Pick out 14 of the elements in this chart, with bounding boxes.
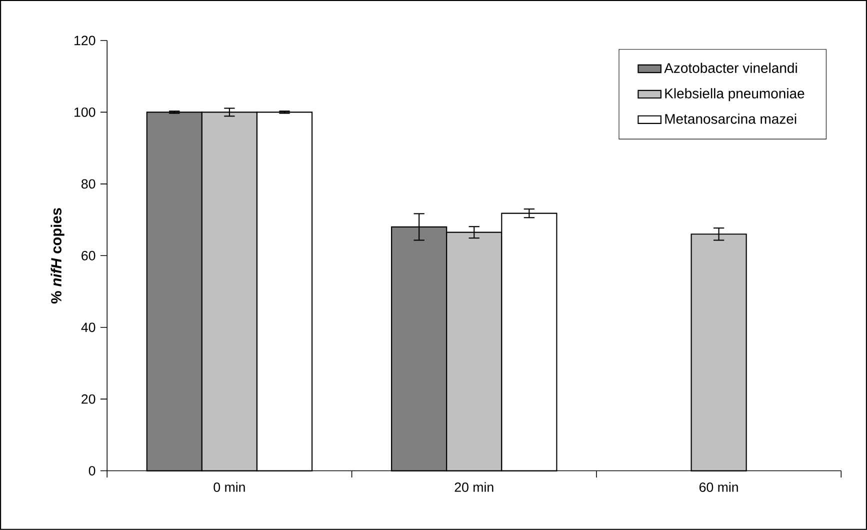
y-tick-label: 40 [81,322,96,332]
x-tick-label: 20 min [454,482,494,492]
y-tick-label: 100 [74,108,96,117]
y-tick-label: 80 [82,179,96,189]
x-tick-label: 60 min [699,482,738,492]
legend-label: Azotobacter vinelandi [664,62,797,73]
legend-label: Klebsiella pneumoniae [665,88,804,102]
y-tick-label: 60 [82,250,96,260]
y-tick-label: 0 [88,466,96,476]
y-tick-label: 120 [74,36,96,46]
x-tick-label: 0 min [214,482,245,492]
y-tick-label: 20 [82,394,96,404]
y-axis-title: % nifH copies [50,208,64,304]
legend-label: Metanosarcina mazei [665,114,796,124]
